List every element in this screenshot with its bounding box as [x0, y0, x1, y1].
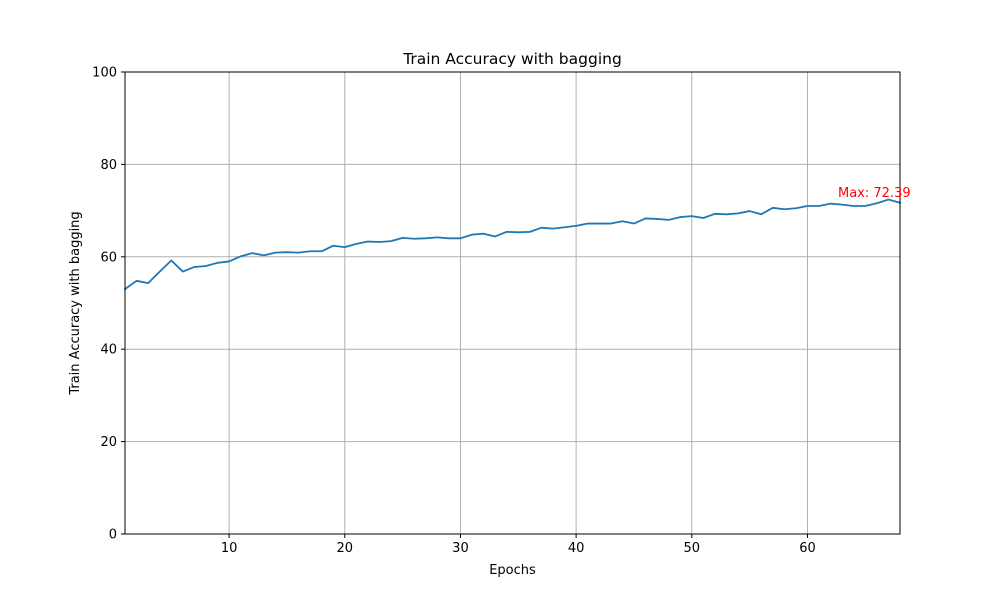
y-tick-label: 40 — [100, 343, 117, 358]
series-line — [123, 198, 902, 291]
y-tick-label: 20 — [100, 435, 117, 450]
x-tick-label: 30 — [452, 541, 469, 556]
series-layer — [123, 198, 902, 291]
y-tick-label: 60 — [100, 250, 117, 265]
x-tick-label: 10 — [221, 541, 238, 556]
x-axis-label: Epochs — [489, 563, 536, 578]
max-annotation: Max: 72.39 — [838, 186, 911, 201]
y-tick-label: 0 — [109, 528, 117, 543]
x-tick-label: 20 — [337, 541, 354, 556]
x-tick-label: 60 — [799, 541, 816, 556]
plot-frame — [124, 71, 901, 535]
y-axis-label: Train Accuracy with bagging — [68, 211, 83, 395]
x-tick-label: 50 — [684, 541, 701, 556]
ticks: 10 20 30 40 50 60 0 20 40 60 80 100 — [92, 66, 816, 557]
x-tick-label: 40 — [568, 541, 585, 556]
chart-title: Train Accuracy with bagging — [402, 50, 622, 68]
y-tick-label: 100 — [92, 66, 117, 81]
y-tick-label: 80 — [100, 158, 117, 173]
